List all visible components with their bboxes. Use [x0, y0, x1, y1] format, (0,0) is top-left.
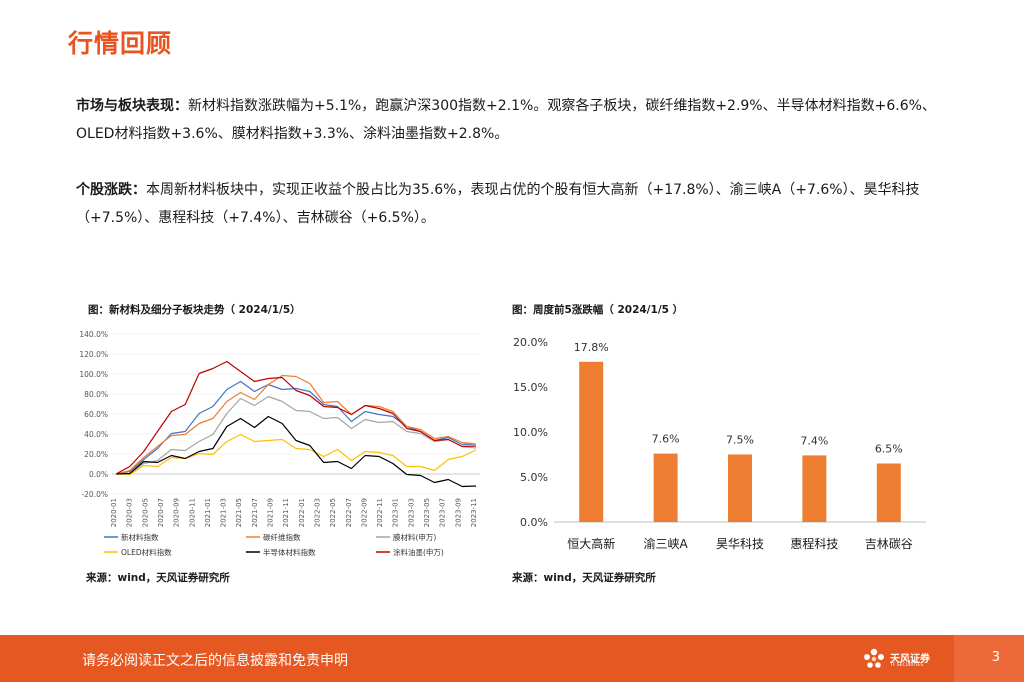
y-tick-label: 100.0% [79, 370, 108, 379]
x-tick-label: 2023-11 [470, 498, 478, 527]
category-label: 渝三峡A [643, 536, 688, 551]
x-tick-label: 2020-07 [157, 498, 165, 527]
y-tick-label: -20.0% [81, 490, 108, 499]
x-tick-label: 2021-05 [235, 498, 243, 527]
logo-subtext: TF SECURITIES [890, 663, 924, 668]
bar-value-label: 6.5% [875, 443, 903, 456]
x-tick-label: 2022-09 [360, 498, 368, 527]
y-tick-label: 10.0% [513, 426, 548, 439]
legend-label: OLED材料指数 [121, 547, 172, 557]
series-line [115, 374, 477, 475]
y-tick-label: 0.0% [520, 516, 548, 529]
bar-value-label: 7.6% [652, 433, 680, 446]
y-tick-label: 40.0% [84, 430, 108, 439]
x-tick-label: 2023-05 [423, 498, 431, 527]
stock-movers-text: 本周新材料板块中，实现正收益个股占比为35.6%，表现占优的个股有恒大高新（+1… [76, 182, 920, 226]
figure2-title: 图：周度前5涨跌幅（ 2024/1/5 ） [512, 304, 684, 316]
x-tick-label: 2021-09 [267, 498, 275, 527]
y-tick-label: 20.0% [513, 336, 548, 349]
figure2-source: 来源：wind，天风证券研究所 [512, 572, 656, 584]
legend-label: 新材料指数 [121, 532, 159, 542]
bar-value-label: 17.8% [574, 341, 609, 354]
y-tick-label: 0.0% [89, 470, 108, 479]
legend-label: 膜材料(申万) [393, 532, 436, 542]
bar-value-label: 7.4% [800, 434, 828, 447]
category-label: 恒大高新 [567, 536, 615, 551]
bar [802, 455, 827, 522]
bar [728, 454, 752, 522]
y-tick-label: 5.0% [520, 471, 548, 484]
bar [876, 463, 901, 522]
company-logo: 天风证券 TF SECURITIES [862, 647, 942, 673]
series-line [115, 433, 477, 476]
x-tick-label: 2020-03 [126, 498, 134, 527]
series-line [115, 380, 477, 475]
stock-movers-label: 个股涨跌： [76, 182, 146, 198]
x-tick-label: 2022-07 [345, 498, 353, 527]
stock-movers-paragraph: 个股涨跌：本周新材料板块中，实现正收益个股占比为35.6%，表现占优的个股有恒大… [76, 176, 936, 232]
series-line [115, 415, 477, 488]
y-tick-label: 80.0% [84, 390, 108, 399]
x-tick-label: 2021-11 [282, 498, 290, 527]
bar [653, 453, 678, 522]
legend-label: 涂料油墨(申万) [393, 547, 444, 557]
page-number: 3 [991, 650, 1000, 665]
x-tick-label: 2020-05 [141, 498, 149, 527]
bar-value-label: 7.5% [726, 434, 754, 447]
footer-disclaimer: 请务必阅读正文之后的信息披露和免责申明 [82, 653, 348, 669]
x-tick-label: 2023-07 [439, 498, 447, 527]
market-summary-paragraph: 市场与板块表现：新材料指数涨跌幅为+5.1%，跑赢沪深300指数+2.1%。观察… [76, 92, 936, 148]
x-tick-label: 2021-07 [251, 498, 259, 527]
x-tick-label: 2020-01 [110, 498, 118, 527]
x-tick-label: 2022-03 [313, 498, 321, 527]
series-line [115, 395, 477, 475]
x-tick-label: 2023-03 [407, 498, 415, 527]
x-tick-label: 2022-11 [376, 498, 384, 527]
y-tick-label: 120.0% [79, 350, 108, 359]
bar [579, 361, 604, 522]
footer-page-box [954, 635, 1024, 682]
x-tick-label: 2023-01 [392, 498, 400, 527]
y-tick-label: 140.0% [79, 330, 108, 339]
x-tick-label: 2021-03 [220, 498, 228, 527]
market-summary-text: 新材料指数涨跌幅为+5.1%，跑赢沪深300指数+2.1%。观察各子板块，碳纤维… [76, 98, 936, 142]
category-label: 惠程科技 [790, 536, 838, 551]
market-summary-label: 市场与板块表现： [76, 98, 188, 114]
x-tick-label: 2022-01 [298, 498, 306, 527]
y-tick-label: 15.0% [513, 381, 548, 394]
x-tick-label: 2023-09 [454, 498, 462, 527]
legend-label: 半导体材料指数 [263, 547, 316, 557]
page-title: 行情回顾 [68, 29, 173, 58]
top5-movers-bar-chart: 20.0% 15.0% 10.0% 5.0% 0.0% 17.8% 恒大高新 7.6% 渝三峡A… [513, 336, 926, 551]
sector-trend-line-chart: 140.0% 120.0% 100.0% 80.0% 60.0% 40.0% 20.0% 0.… [79, 330, 480, 557]
footer-bar: 请务必阅读正文之后的信息披露和免责申明 3 [0, 635, 1024, 682]
x-tick-label: 2020-11 [188, 498, 196, 527]
series-line [115, 360, 477, 475]
legend-label: 碳纤维指数 [263, 532, 301, 542]
y-tick-label: 20.0% [84, 450, 108, 459]
category-label: 吉林碳谷 [865, 537, 913, 551]
figure1-title: 图：新材料及细分子板块走势（ 2024/1/5） [88, 304, 301, 316]
y-tick-label: 60.0% [84, 410, 108, 419]
x-tick-label: 2020-09 [173, 498, 181, 527]
figure1-source: 来源：wind，天风证券研究所 [86, 572, 230, 584]
x-tick-label: 2021-01 [204, 498, 212, 527]
logo-text: 天风证券 [890, 654, 930, 665]
category-label: 昊华科技 [716, 537, 764, 551]
x-tick-label: 2022-05 [329, 498, 337, 527]
flower-logo-icon [864, 648, 884, 668]
